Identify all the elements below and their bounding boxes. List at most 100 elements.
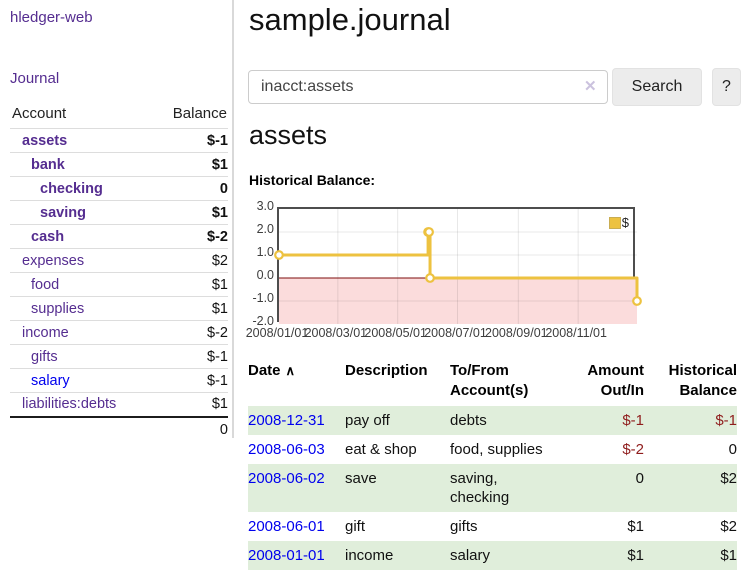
register-date-cell: 2008-12-31 xyxy=(248,406,345,435)
account-link-food[interactable]: food xyxy=(31,276,60,293)
register-balance-cell: $2 xyxy=(720,470,737,487)
register-date-link[interactable]: 2008-06-01 xyxy=(248,518,325,535)
register-balance-cell: $1 xyxy=(720,547,737,564)
app-brand-link[interactable]: hledger-web xyxy=(10,9,93,26)
x-axis-tick-label: 2008/07/01 xyxy=(424,326,487,340)
account-link-liabilities-debts[interactable]: liabilities:debts xyxy=(22,396,117,413)
register-description-cell: income xyxy=(345,547,394,564)
historical-balance-chart: $ 3.0 2.0 1.0 0.0 -1.0 -2.0 2008/01/01 2008/03… xyxy=(246,199,742,345)
register-row: 2008-06-01 gift gifts $1 $2 xyxy=(248,512,737,541)
y-axis-tick-label: 0.0 xyxy=(256,268,274,282)
register-accounts-cell: saving, checking xyxy=(450,470,510,506)
register-description-cell: pay off xyxy=(345,412,390,429)
sidebar: hledger-web Journal Account Balance asse… xyxy=(0,0,232,582)
account-link-bank[interactable]: bank xyxy=(31,156,65,173)
account-row: assets $-1 xyxy=(10,128,228,153)
register-date-link[interactable]: 2008-01-01 xyxy=(248,547,325,564)
account-tree-header-row: Account Balance xyxy=(10,100,228,129)
register-balance-cell: $2 xyxy=(720,518,737,535)
account-balance: $-1 xyxy=(151,368,228,393)
account-tree-total-row: 0 xyxy=(10,415,228,442)
account-balance: $-1 xyxy=(151,128,228,153)
clear-search-icon[interactable]: ✕ xyxy=(584,78,597,95)
account-row: checking 0 xyxy=(10,176,228,201)
series-swatch-icon xyxy=(608,216,621,229)
register-amount-cell: $-1 xyxy=(622,412,644,429)
register-row: 2008-06-02 save saving, checking 0 $2 xyxy=(248,464,737,512)
y-axis-tick-label: -2.0 xyxy=(252,314,274,328)
register-description-cell: eat & shop xyxy=(345,441,417,458)
main-content: sample.journal ✕ Search ? assets Histori… xyxy=(246,0,742,582)
account-link-income[interactable]: income xyxy=(22,324,69,341)
accounts-column-header: To/From Account(s) xyxy=(450,362,529,399)
register-date-cell: 2008-06-02 xyxy=(248,464,345,512)
help-button[interactable]: ? xyxy=(712,68,741,106)
register-date-cell: 2008-01-01 xyxy=(248,541,345,570)
register-table: Date ∧ Description To/From Account(s) Amo… xyxy=(248,358,737,570)
register-date-link[interactable]: 2008-12-31 xyxy=(248,412,325,429)
total-spacer xyxy=(10,415,152,442)
account-row: saving $1 xyxy=(10,200,228,225)
account-balance: $1 xyxy=(151,200,228,225)
x-axis-tick-label: 2008/03/01 xyxy=(304,326,368,340)
search-button[interactable]: Search xyxy=(612,68,702,106)
y-axis-tick-label: 3.0 xyxy=(256,199,274,213)
search-form: ✕ Search ? xyxy=(248,68,742,106)
x-axis-tick-label: 2008/05/01 xyxy=(364,326,427,340)
register-balance-cell: $-1 xyxy=(715,412,737,429)
account-link-supplies[interactable]: supplies xyxy=(31,300,85,317)
amount-column-header: Amount Out/In xyxy=(587,362,644,399)
account-link-gifts[interactable]: gifts xyxy=(31,348,58,365)
account-row: bank $1 xyxy=(10,152,228,177)
account-link-checking[interactable]: checking xyxy=(40,180,103,197)
account-balance: 0 xyxy=(151,176,228,201)
register-row: 2008-01-01 income salary $1 $1 xyxy=(248,541,737,570)
register-date-cell: 2008-06-01 xyxy=(248,512,345,541)
chart-heading: Historical Balance: xyxy=(249,172,376,188)
date-column-header[interactable]: Date ∧ xyxy=(248,362,296,379)
x-axis-tick-label: 2008/11/01 xyxy=(545,326,607,340)
account-balance: $1 xyxy=(151,296,228,321)
account-link-expenses[interactable]: expenses xyxy=(22,252,85,269)
y-axis-tick-label: 2.0 xyxy=(256,222,274,236)
balance-column-header: Historical Balance xyxy=(668,362,737,399)
register-accounts-cell: salary xyxy=(450,547,491,564)
x-axis-tick-label: 2008/01/01 xyxy=(245,326,309,340)
register-date-link[interactable]: 2008-06-03 xyxy=(248,441,325,458)
account-row: expenses $2 xyxy=(10,248,228,273)
register-row: 2008-06-03 eat & shop food, supplies $-2 0 xyxy=(248,435,737,464)
register-date-cell: 2008-06-03 xyxy=(248,435,345,464)
chart-legend: $ xyxy=(608,215,629,230)
description-column-header: Description xyxy=(345,362,428,379)
account-column-header: Account xyxy=(12,105,67,122)
account-row: food $1 xyxy=(10,272,228,297)
account-row: salary $-1 xyxy=(10,368,228,393)
register-amount-cell: $-2 xyxy=(622,441,644,458)
chart-canvas xyxy=(274,209,642,324)
register-date-link[interactable]: 2008-06-02 xyxy=(248,470,325,487)
legend-label: $ xyxy=(621,215,629,230)
chart-plot-area[interactable]: $ xyxy=(274,207,642,324)
register-header-row: Date ∧ Description To/From Account(s) Amo… xyxy=(248,358,737,406)
search-input[interactable] xyxy=(248,70,608,104)
balance-column-header: Balance xyxy=(172,105,227,122)
x-axis-tick-label: 2008/09/01 xyxy=(485,326,548,340)
register-row: 2008-12-31 pay off debts $-1 $-1 xyxy=(248,406,737,435)
total-balance: 0 xyxy=(151,415,228,442)
account-link-saving[interactable]: saving xyxy=(40,204,86,221)
account-row: gifts $-1 xyxy=(10,344,228,369)
account-balance: $-2 xyxy=(151,224,228,249)
account-row: supplies $1 xyxy=(10,296,228,321)
account-link-salary[interactable]: salary xyxy=(31,372,70,389)
account-link-assets[interactable]: assets xyxy=(22,132,68,149)
account-link-cash[interactable]: cash xyxy=(31,228,65,245)
register-description-cell: save xyxy=(345,470,377,487)
account-row: income $-2 xyxy=(10,320,228,345)
account-balance: $2 xyxy=(151,248,228,273)
account-row: cash $-2 xyxy=(10,224,228,249)
account-page-title: assets xyxy=(249,120,328,150)
register-amount-cell: 0 xyxy=(635,470,644,487)
register-accounts-cell: debts xyxy=(450,412,487,429)
account-balance: $1 xyxy=(151,272,228,297)
sidebar-item-journal[interactable]: Journal xyxy=(10,70,60,87)
